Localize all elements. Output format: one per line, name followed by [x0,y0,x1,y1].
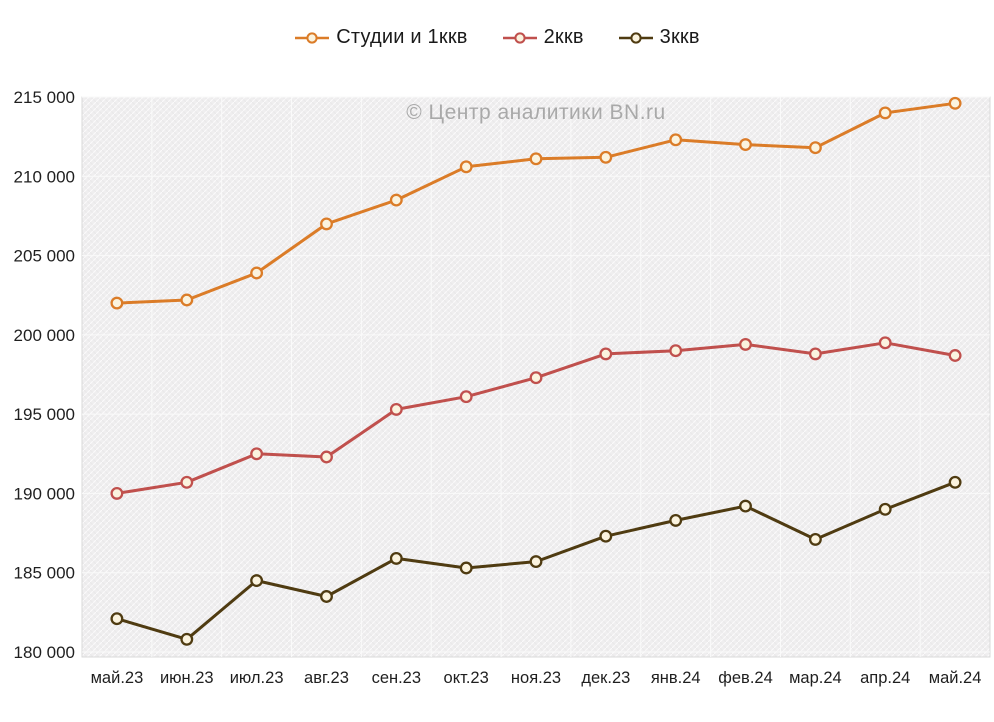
x-tick-label: май.23 [91,669,144,687]
data-point-marker [808,532,822,546]
data-point-marker [669,133,683,147]
data-point-marker [250,266,264,280]
data-point-marker [878,502,892,516]
x-tick-label: дек.23 [581,669,630,687]
data-point-marker [599,529,613,543]
legend-item-studios-1kkv: Студии и 1ккв [294,26,467,49]
data-point-marker [948,349,962,362]
data-point-marker [599,150,613,164]
data-point-marker [459,390,473,404]
y-tick-label: 215 000 [14,88,75,107]
x-tick-label: май.24 [929,669,982,687]
legend-label: 3ккв [659,26,700,48]
data-point-marker [599,347,613,361]
y-tick-label: 190 000 [14,484,75,503]
data-point-marker [320,450,333,464]
data-point-marker [389,193,403,207]
data-point-marker [878,336,892,350]
y-tick-label: 210 000 [14,167,75,186]
data-point-marker [808,347,822,361]
data-point-marker [180,475,194,489]
data-point-marker [389,551,403,565]
x-tick-label: янв.24 [651,669,701,687]
data-point-marker [529,555,543,569]
line-marker-icon [502,31,537,44]
x-tick-label: апр.24 [860,669,910,687]
data-point-marker [459,561,473,575]
y-tick-label: 205 000 [14,247,75,266]
data-point-marker [948,96,962,110]
x-tick-label: сен.23 [372,669,421,687]
x-tick-label: июн.23 [160,669,214,687]
data-point-marker [459,160,473,174]
x-tick-label: июл.23 [230,669,284,687]
y-tick-label: 200 000 [14,326,75,345]
y-tick-label: 185 000 [14,564,75,583]
data-point-marker [669,344,683,358]
line-marker-icon [295,31,330,44]
legend-label: 2ккв [543,26,584,48]
data-point-marker [180,293,194,307]
data-point-marker [110,612,124,626]
x-tick-label: окт.23 [444,669,489,687]
legend-label: Студии и 1ккв [336,26,468,48]
data-point-marker [878,106,892,120]
y-tick-label: 195 000 [14,405,75,424]
data-point-marker [250,574,264,588]
data-point-marker [808,141,822,155]
data-point-marker [110,486,124,500]
data-point-marker [320,590,333,603]
data-point-marker [739,337,752,351]
y-tick-label: 180 000 [14,643,75,662]
legend-item-3kkv: 3ккв [618,26,700,49]
data-point-marker [250,447,264,461]
chart-legend: Студии и 1ккв 2ккв 3ккв [0,26,994,49]
line-marker-icon [618,31,653,44]
x-tick-label: фев.24 [718,669,772,687]
data-point-marker [389,402,403,416]
data-point-marker [110,296,124,310]
data-point-marker [948,475,962,489]
x-tick-label: мар.24 [789,669,842,687]
x-tick-label: ноя.23 [511,669,561,687]
data-point-marker [180,632,194,646]
x-tick-label: авг.23 [304,669,349,687]
data-point-marker [529,371,543,385]
legend-item-2kkv: 2ккв [502,26,584,49]
data-point-marker [669,513,683,527]
data-point-marker [529,152,543,166]
data-point-marker [320,217,333,231]
data-point-marker [739,499,752,513]
data-point-marker [739,138,752,152]
